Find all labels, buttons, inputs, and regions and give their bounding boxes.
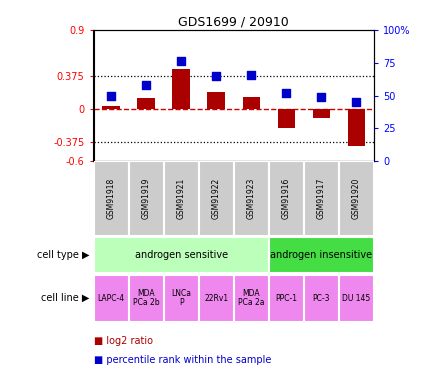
Bar xyxy=(173,69,190,109)
Bar xyxy=(164,161,198,236)
Bar xyxy=(278,109,295,128)
Text: cell type ▶: cell type ▶ xyxy=(37,250,89,260)
Bar xyxy=(94,237,269,273)
Bar xyxy=(164,275,198,321)
Text: GSM91921: GSM91921 xyxy=(177,178,186,219)
Text: MDA
PCa 2b: MDA PCa 2b xyxy=(133,289,159,308)
Bar xyxy=(339,161,374,236)
Bar xyxy=(348,109,365,146)
Text: ■ log2 ratio: ■ log2 ratio xyxy=(94,336,153,346)
Text: MDA
PCa 2a: MDA PCa 2a xyxy=(238,289,264,308)
Bar xyxy=(128,161,164,236)
Text: ■ percentile rank within the sample: ■ percentile rank within the sample xyxy=(94,355,271,365)
Text: GSM91917: GSM91917 xyxy=(317,178,326,219)
Text: GSM91923: GSM91923 xyxy=(247,178,256,219)
Bar xyxy=(137,98,155,109)
Bar xyxy=(128,275,164,321)
Text: cell line ▶: cell line ▶ xyxy=(41,293,89,303)
Point xyxy=(248,72,255,78)
Bar xyxy=(269,161,304,236)
Bar xyxy=(339,275,374,321)
Bar xyxy=(207,92,225,109)
Bar xyxy=(304,161,339,236)
Text: LAPC-4: LAPC-4 xyxy=(97,294,125,303)
Bar xyxy=(269,237,374,273)
Text: GSM91918: GSM91918 xyxy=(107,178,116,219)
Bar xyxy=(102,106,120,109)
Bar xyxy=(243,98,260,109)
Bar xyxy=(198,161,234,236)
Text: LNCa
P: LNCa P xyxy=(171,289,191,308)
Text: GSM91916: GSM91916 xyxy=(282,178,291,219)
Point xyxy=(178,58,184,64)
Text: PC-3: PC-3 xyxy=(313,294,330,303)
Bar xyxy=(234,275,269,321)
Bar xyxy=(304,275,339,321)
Point xyxy=(318,94,325,100)
Bar xyxy=(94,161,128,236)
Point xyxy=(353,99,360,105)
Bar xyxy=(94,275,128,321)
Text: GSM91920: GSM91920 xyxy=(352,178,361,219)
Text: DU 145: DU 145 xyxy=(343,294,371,303)
Point xyxy=(213,73,220,79)
Text: androgen sensitive: androgen sensitive xyxy=(135,250,228,260)
Bar xyxy=(234,161,269,236)
Title: GDS1699 / 20910: GDS1699 / 20910 xyxy=(178,16,289,29)
Bar xyxy=(313,109,330,117)
Bar xyxy=(269,275,304,321)
Text: GSM91919: GSM91919 xyxy=(142,178,150,219)
Point xyxy=(108,93,114,99)
Point xyxy=(143,82,150,88)
Text: PPC-1: PPC-1 xyxy=(275,294,298,303)
Text: 22Rv1: 22Rv1 xyxy=(204,294,228,303)
Text: androgen insensitive: androgen insensitive xyxy=(270,250,372,260)
Point xyxy=(283,90,290,96)
Bar xyxy=(198,275,234,321)
Text: GSM91922: GSM91922 xyxy=(212,178,221,219)
